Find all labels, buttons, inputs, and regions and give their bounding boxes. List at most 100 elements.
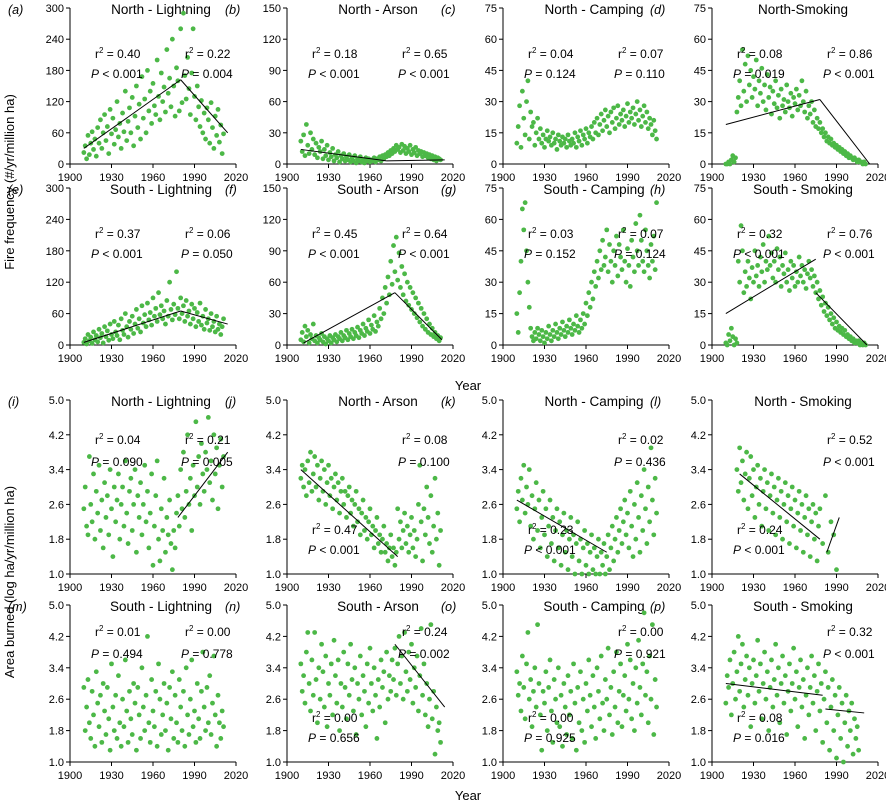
data-point [825, 685, 831, 690]
data-point [339, 338, 345, 344]
r2-label: r2 = 0.24 [402, 624, 448, 639]
data-point [163, 549, 168, 555]
data-point [832, 692, 838, 698]
y-tick-label: 4.2 [691, 430, 706, 442]
data-point [351, 336, 356, 342]
data-point [627, 109, 633, 115]
panel-title: North - Lightning [111, 394, 211, 409]
data-point [594, 554, 600, 559]
data-point [388, 688, 394, 694]
axis-lines [502, 188, 669, 346]
data-point [648, 242, 654, 247]
data-point [100, 340, 106, 346]
data-point [92, 536, 98, 542]
data-point [371, 313, 377, 319]
data-point [514, 140, 520, 146]
data-point [189, 528, 195, 533]
data-point [780, 103, 785, 109]
r2-label: r2 = 0.64 [402, 226, 448, 241]
data-point [331, 637, 337, 643]
data-point [645, 263, 651, 268]
data-point [741, 290, 747, 296]
data-point [403, 669, 409, 675]
data-point [199, 688, 204, 694]
data-point [627, 488, 633, 494]
data-point [396, 250, 402, 256]
data-point [727, 338, 733, 344]
data-point [515, 488, 521, 494]
x-tick-label: 1930 [316, 353, 340, 365]
panel-letter: (o) [441, 600, 456, 614]
data-point [532, 665, 538, 671]
data-point [737, 78, 743, 84]
data-point [752, 700, 758, 706]
data-point [99, 146, 105, 151]
data-point [93, 333, 99, 338]
data-point [828, 136, 834, 142]
data-point [821, 309, 827, 314]
y-tick-label: 3.4 [266, 663, 281, 675]
y-tick-label: 30 [485, 97, 497, 109]
data-point [326, 462, 331, 468]
y-tick-label: 1.8 [482, 726, 497, 738]
data-point [531, 120, 536, 125]
data-point [843, 692, 849, 698]
x-tick-label: 1900 [491, 172, 515, 184]
data-point [374, 319, 380, 325]
data-point [418, 626, 424, 631]
y-tick-label: 15 [485, 309, 497, 321]
data-point [179, 100, 185, 106]
data-point [421, 311, 427, 316]
x-tick-label: 1900 [275, 770, 299, 782]
data-point [96, 140, 102, 146]
data-point [425, 724, 431, 730]
data-point [104, 328, 110, 334]
data-point [723, 700, 729, 706]
x-tick-label: 1930 [532, 582, 556, 594]
data-point [597, 571, 603, 577]
data-point [360, 497, 366, 503]
data-point [760, 681, 766, 686]
data-point [331, 484, 337, 490]
data-point [767, 493, 773, 499]
data-point [167, 75, 173, 81]
data-point [120, 696, 125, 702]
data-point [740, 248, 745, 254]
data-point [194, 681, 200, 686]
data-point [549, 338, 554, 344]
r2-label: r2 = 0.01 [95, 624, 141, 639]
y-tick-label: 3.4 [482, 465, 497, 477]
data-point [557, 519, 563, 525]
data-point [555, 545, 561, 551]
data-point [604, 554, 610, 559]
data-point [849, 700, 855, 706]
y-tick-label: 2.6 [482, 499, 497, 511]
data-point [521, 462, 527, 468]
data-point [153, 112, 159, 117]
data-point [810, 120, 816, 125]
data-point [117, 536, 123, 542]
x-tick-label: 1900 [58, 582, 82, 594]
data-point [203, 136, 208, 142]
data-point [359, 510, 365, 516]
data-point [407, 285, 413, 290]
x-tick-label: 2020 [866, 353, 886, 365]
data-point [776, 267, 781, 273]
data-point [221, 316, 226, 322]
data-point [169, 317, 175, 323]
data-point [561, 140, 567, 146]
data-point [582, 739, 588, 745]
data-point [769, 657, 774, 663]
data-point [140, 704, 146, 710]
data-point [805, 532, 810, 538]
data-point [127, 105, 132, 111]
data-point [774, 497, 780, 503]
data-point [788, 506, 794, 512]
data-point [620, 692, 626, 698]
data-point [528, 523, 534, 529]
data-point [160, 712, 166, 718]
p-value-label: P = 0.005 [181, 455, 233, 469]
data-point [817, 708, 823, 714]
data-point [315, 720, 320, 726]
data-point [370, 523, 376, 529]
